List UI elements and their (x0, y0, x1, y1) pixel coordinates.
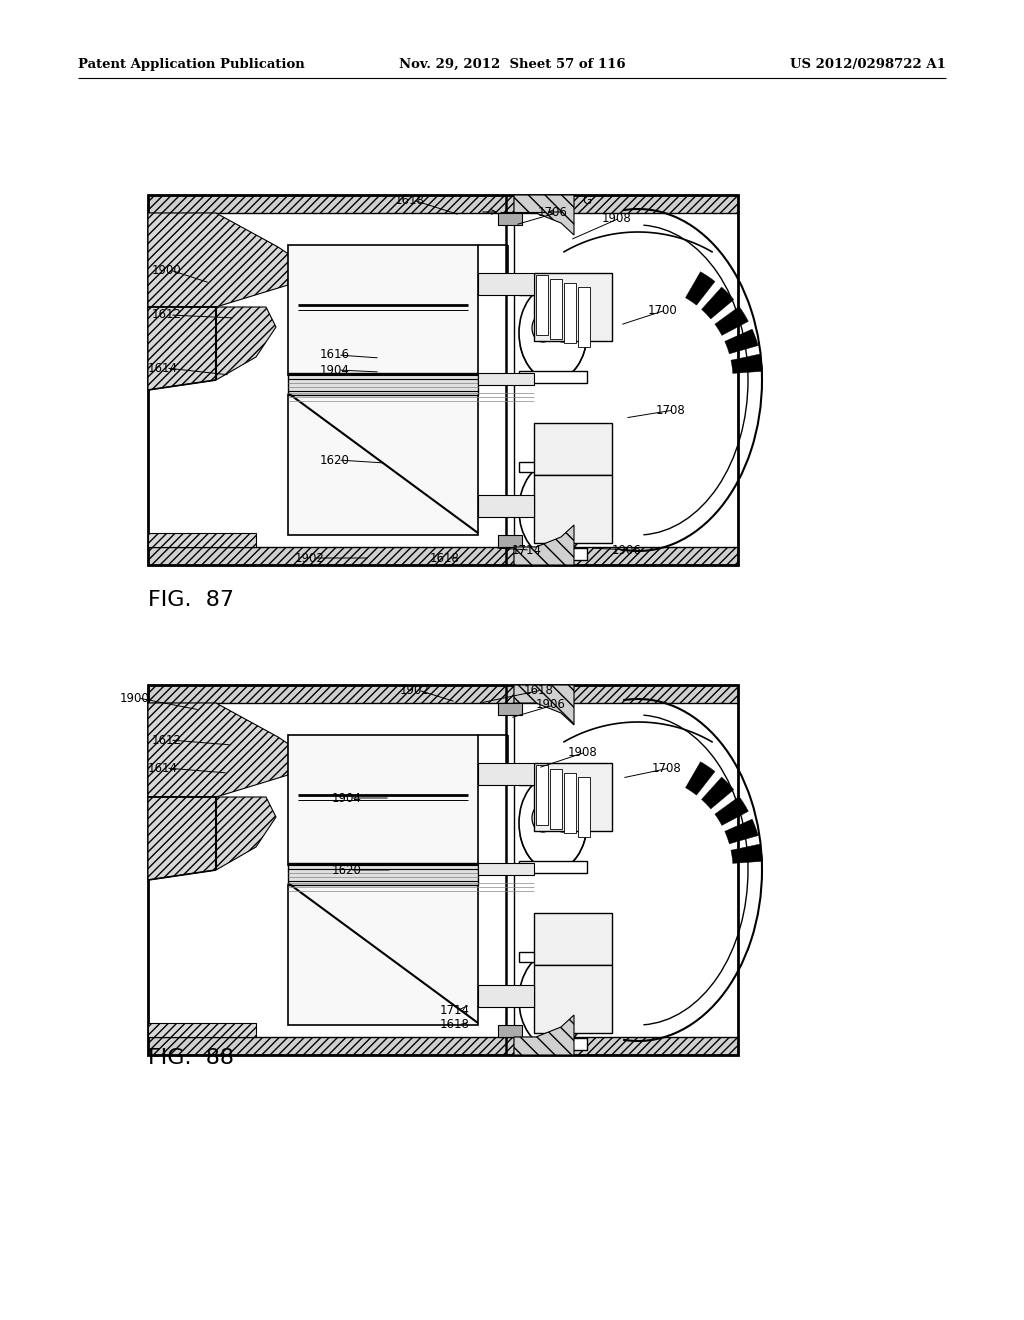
Polygon shape (148, 1023, 256, 1038)
Bar (519, 548, 587, 560)
Polygon shape (148, 195, 738, 213)
Text: 1612: 1612 (152, 734, 182, 747)
Text: 1904: 1904 (332, 792, 361, 804)
Text: 1700: 1700 (648, 304, 678, 317)
Bar (550, 279, 562, 339)
Text: 1908: 1908 (602, 211, 632, 224)
Bar (519, 1038, 587, 1049)
Bar (498, 704, 522, 715)
Bar (498, 213, 522, 224)
Polygon shape (148, 704, 290, 797)
Text: 1614: 1614 (148, 362, 178, 375)
Polygon shape (514, 1015, 574, 1055)
Text: 1616: 1616 (319, 348, 350, 362)
Text: Patent Application Publication: Patent Application Publication (78, 58, 305, 71)
Bar (148, 195, 738, 565)
Polygon shape (148, 213, 290, 308)
Text: 1618: 1618 (440, 1019, 470, 1031)
Text: FIG.  88: FIG. 88 (148, 1048, 234, 1068)
Text: 1708: 1708 (652, 762, 682, 775)
Polygon shape (148, 1038, 738, 1055)
Bar (478, 495, 534, 517)
Bar (519, 371, 587, 383)
Polygon shape (148, 308, 276, 389)
Bar (478, 863, 534, 875)
Bar (288, 395, 478, 535)
Bar (288, 884, 478, 1026)
Text: 1612: 1612 (152, 309, 182, 322)
Bar (519, 285, 587, 294)
Bar (534, 965, 612, 1034)
Text: G: G (582, 194, 591, 206)
Polygon shape (514, 195, 574, 235)
Bar (534, 475, 612, 543)
Text: FIG.  87: FIG. 87 (148, 590, 234, 610)
Bar (519, 775, 587, 785)
Bar (498, 535, 522, 546)
Bar (534, 422, 612, 475)
Bar (536, 275, 548, 335)
Bar (578, 777, 590, 837)
Text: Nov. 29, 2012  Sheet 57 of 116: Nov. 29, 2012 Sheet 57 of 116 (398, 58, 626, 71)
Text: 1908: 1908 (568, 746, 598, 759)
Bar (478, 763, 534, 785)
Polygon shape (148, 685, 738, 704)
Text: US 2012/0298722 A1: US 2012/0298722 A1 (791, 58, 946, 71)
Polygon shape (148, 533, 256, 546)
Polygon shape (715, 796, 749, 825)
Polygon shape (148, 546, 738, 565)
Polygon shape (715, 306, 749, 335)
Polygon shape (685, 762, 715, 795)
Bar (534, 913, 612, 965)
Text: 1902: 1902 (400, 684, 430, 697)
Text: 1708: 1708 (656, 404, 686, 417)
Polygon shape (514, 685, 574, 725)
Polygon shape (514, 525, 574, 565)
Bar (478, 985, 534, 1007)
Text: 1706: 1706 (538, 206, 568, 219)
Polygon shape (685, 272, 715, 305)
Text: 1614: 1614 (148, 762, 178, 775)
Polygon shape (148, 797, 276, 880)
Bar (519, 861, 587, 873)
Bar (478, 273, 534, 294)
Bar (550, 770, 562, 829)
Text: 1906: 1906 (536, 698, 566, 711)
Bar (148, 685, 738, 1055)
Text: 1900: 1900 (120, 692, 150, 705)
Text: 1618: 1618 (430, 552, 460, 565)
Bar (536, 766, 548, 825)
Bar (564, 774, 575, 833)
Bar (288, 735, 478, 865)
Polygon shape (725, 329, 758, 354)
Bar (578, 286, 590, 347)
Bar (498, 1026, 522, 1038)
Text: 1904: 1904 (319, 363, 350, 376)
Bar (534, 763, 612, 832)
Text: 1714: 1714 (512, 544, 542, 557)
Bar (478, 374, 534, 385)
Text: 1620: 1620 (319, 454, 350, 466)
Text: 1906: 1906 (612, 544, 642, 557)
Bar (288, 374, 478, 395)
Polygon shape (725, 820, 758, 843)
Text: 1618: 1618 (395, 194, 425, 206)
Text: 1618: 1618 (524, 684, 554, 697)
Text: 1620: 1620 (332, 863, 361, 876)
Polygon shape (701, 288, 734, 319)
Bar (288, 863, 478, 884)
Bar (288, 246, 478, 375)
Bar (564, 282, 575, 343)
Bar (534, 273, 612, 341)
Polygon shape (731, 354, 763, 374)
Text: 1902: 1902 (295, 552, 325, 565)
Bar (519, 952, 587, 962)
Bar (519, 462, 587, 473)
Polygon shape (731, 843, 763, 863)
Text: 1900: 1900 (152, 264, 181, 276)
Polygon shape (701, 777, 734, 809)
Text: 1714: 1714 (440, 1003, 470, 1016)
